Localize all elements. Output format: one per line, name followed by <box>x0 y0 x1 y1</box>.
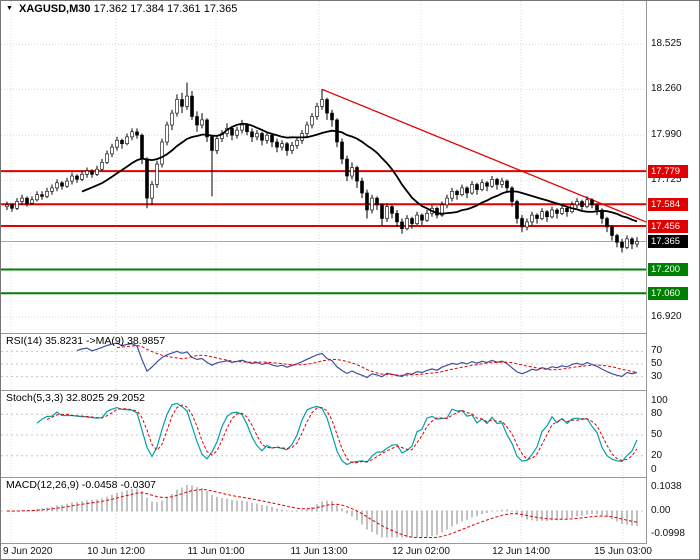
stoch-scale-label: 80 <box>651 408 663 420</box>
time-axis[interactable]: 9 Jun 2020 10 Jun 12:00 11 Jun 01:00 11 Jun… <box>1 544 699 559</box>
macd-scale-label: -0.0998 <box>651 528 685 540</box>
macd-scale-label: 0.1038 <box>651 480 682 492</box>
price-level-badge[interactable]: 17.779 <box>648 164 688 178</box>
macd-histogram <box>11 484 638 538</box>
stochastic-canvas[interactable] <box>1 391 646 478</box>
stoch-scale-label: 20 <box>651 449 663 461</box>
current-price-badge: 17.365 <box>648 235 688 248</box>
macd-panel[interactable]: MACD(12,26,9) -0.0458 -0.0307 <box>1 478 646 544</box>
time-tick-label: 15 Jun 03:00 <box>594 546 652 557</box>
price-tick-label: 17.725 <box>651 174 682 186</box>
rsi-ma-line <box>116 344 638 376</box>
time-tick-label: 11 Jun 01:00 <box>187 546 245 557</box>
price-level-badge[interactable]: 17.200 <box>648 263 688 276</box>
chart-legend: ▼ XAGUSD,M30 17.362 17.384 17.361 17.365 <box>6 3 237 15</box>
stoch-d-line <box>46 404 638 464</box>
candles <box>5 82 639 253</box>
rsi-scale-label: 70 <box>651 345 663 357</box>
price-tick-label: 18.525 <box>651 38 682 50</box>
rsi-scale-label: 50 <box>651 358 663 369</box>
price-level-badge[interactable]: 17.060 <box>648 286 688 300</box>
candlestick-canvas[interactable] <box>1 1 646 334</box>
stoch-k-line <box>36 402 638 466</box>
macd-scale-label: 0.00 <box>651 505 671 516</box>
price-level-badge[interactable]: 17.584 <box>648 197 688 211</box>
macd-canvas[interactable] <box>1 478 646 544</box>
rsi-legend: RSI(14) 35.8231 ->MA(9) 38.9857 <box>6 335 166 347</box>
symbol-marker-icon[interactable]: ▼ <box>6 5 13 12</box>
macd-signal-line <box>6 489 638 538</box>
time-tick-label: 10 Jun 12:00 <box>87 546 145 557</box>
stochastic-legend: Stoch(5,3,3) 32.8025 29.2052 <box>6 392 145 404</box>
ma-line <box>81 122 638 223</box>
price-axis-column: 18.525 18.260 17.990 17.725 16.920 17.779 17.5… <box>646 1 699 544</box>
macd-legend: MACD(12,26,9) -0.0458 -0.0307 <box>6 479 156 491</box>
time-tick-label: 11 Jun 13:00 <box>290 546 348 557</box>
stoch-scale-label: 100 <box>651 394 668 406</box>
time-tick-label: 9 Jun 2020 <box>3 546 53 557</box>
time-tick-label: 12 Jun 14:00 <box>492 546 550 557</box>
time-tick-label: 12 Jun 02:00 <box>392 546 450 557</box>
rsi-canvas[interactable] <box>1 334 646 391</box>
price-level-badge[interactable]: 17.456 <box>648 219 688 233</box>
rsi-panel[interactable]: RSI(14) 35.8231 ->MA(9) 38.9857 <box>1 334 646 391</box>
main-chart-panel[interactable]: ▼ XAGUSD,M30 17.362 17.384 17.361 17.365 <box>1 1 646 334</box>
ohlc-values: 17.362 17.384 17.361 17.365 <box>93 3 238 15</box>
rsi-scale-label: 30 <box>651 370 663 382</box>
stochastic-panel[interactable]: Stoch(5,3,3) 32.8025 29.2052 <box>1 391 646 478</box>
stoch-scale-label: 0 <box>651 463 657 475</box>
symbol-timeframe-label: XAGUSD,M30 <box>19 3 91 15</box>
price-tick-label: 17.990 <box>651 129 682 141</box>
stoch-scale-label: 50 <box>651 429 663 440</box>
price-tick-label: 16.920 <box>651 311 682 323</box>
rsi-line <box>76 342 638 379</box>
price-tick-label: 18.260 <box>651 83 682 95</box>
